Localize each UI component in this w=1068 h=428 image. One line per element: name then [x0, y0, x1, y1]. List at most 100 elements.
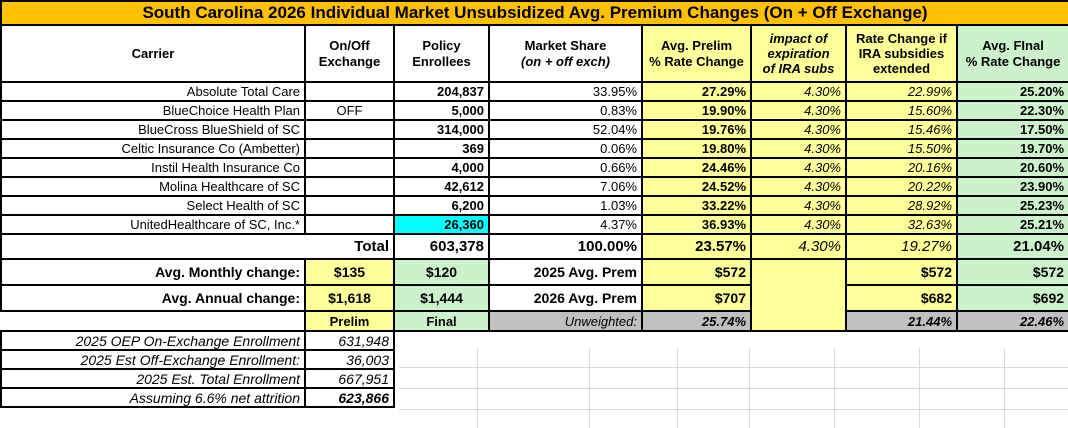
cell-extended[interactable]: 28.92%	[845, 195, 958, 216]
unweighted-prelim[interactable]: 25.74%	[641, 310, 752, 332]
cell-share[interactable]: 4.37%	[488, 214, 643, 235]
cell-enrollees[interactable]: 204,837	[393, 81, 490, 102]
cell-extended[interactable]: 15.60%	[845, 100, 958, 121]
cell-exchange[interactable]	[304, 81, 395, 102]
cell-exchange[interactable]	[304, 176, 395, 197]
cell-exchange[interactable]	[304, 119, 395, 140]
monthly-change-label[interactable]: Avg. Monthly change:	[0, 258, 306, 286]
cell-enrollees[interactable]: 42,612	[393, 176, 490, 197]
final-column-label[interactable]: Final	[393, 310, 490, 332]
cell-exchange[interactable]	[304, 157, 395, 178]
annual-change-label[interactable]: Avg. Annual change:	[0, 284, 306, 312]
cell-impact[interactable]: 4.30%	[750, 138, 847, 159]
cell-carrier-name[interactable]: Molina Healthcare of SC	[0, 176, 306, 197]
footnote-value[interactable]: 36,003	[304, 349, 395, 370]
annual-change-final[interactable]: $1,444	[393, 284, 490, 312]
cell-impact[interactable]: 4.30%	[750, 119, 847, 140]
cell-final[interactable]: 17.50%	[955, 119, 1068, 140]
total-label[interactable]: Total	[0, 233, 395, 260]
col-header-market-share[interactable]: Market Share (on + off exch)	[488, 24, 643, 83]
footnote-label[interactable]: 2025 Est Off-Exchange Enrollment:	[0, 349, 306, 370]
cell-enrollees[interactable]: 314,000	[393, 119, 490, 140]
prelim-column-label[interactable]: Prelim	[304, 310, 395, 332]
prem-2025-extended[interactable]: $572	[845, 258, 958, 286]
prem-2026-extended[interactable]: $682	[845, 284, 958, 312]
cell-prelim[interactable]: 24.52%	[641, 176, 752, 197]
unweighted-extended[interactable]: 21.44%	[845, 310, 958, 332]
col-header-prelim[interactable]: Avg. Prelim % Rate Change	[641, 24, 752, 83]
cell-share[interactable]: 0.83%	[488, 100, 643, 121]
cell-final[interactable]: 20.60%	[955, 157, 1068, 178]
prem-2026-prelim[interactable]: $707	[641, 284, 752, 312]
total-prelim[interactable]: 23.57%	[641, 233, 752, 260]
cell-final[interactable]: 25.23%	[955, 195, 1068, 216]
col-header-exchange[interactable]: On/Off Exchange	[304, 24, 395, 83]
cell-prelim[interactable]: 27.29%	[641, 81, 752, 102]
cell-share[interactable]: 0.66%	[488, 157, 643, 178]
monthly-change-final[interactable]: $120	[393, 258, 490, 286]
cell-final[interactable]: 23.90%	[955, 176, 1068, 197]
col-header-enrollees[interactable]: Policy Enrollees	[393, 24, 490, 83]
cell-extended[interactable]: 20.22%	[845, 176, 958, 197]
impact-merged-cell[interactable]	[750, 258, 847, 332]
cell-final[interactable]: 25.21%	[955, 214, 1068, 235]
cell-extended[interactable]: 20.16%	[845, 157, 958, 178]
cell-enrollees[interactable]: 5,000	[393, 100, 490, 121]
cell-share[interactable]: 7.06%	[488, 176, 643, 197]
cell-impact[interactable]: 4.30%	[750, 157, 847, 178]
total-final[interactable]: 21.04%	[955, 233, 1068, 260]
unweighted-label[interactable]: Unweighted:	[488, 310, 643, 332]
footnote-label[interactable]: 2025 Est. Total Enrollment	[0, 368, 306, 389]
cell-carrier-name[interactable]: Instil Health Insurance Co	[0, 157, 306, 178]
cell-carrier-name[interactable]: BlueChoice Health Plan	[0, 100, 306, 121]
cell-exchange[interactable]	[304, 138, 395, 159]
cell-extended[interactable]: 32.63%	[845, 214, 958, 235]
footnote-value-attrition[interactable]: 623,866	[304, 387, 395, 408]
cell-share[interactable]: 1.03%	[488, 195, 643, 216]
cell-final[interactable]: 25.20%	[955, 81, 1068, 102]
cell-carrier-name[interactable]: UnitedHealthcare of SC, Inc.*	[0, 214, 306, 235]
cell-carrier-name[interactable]: Absolute Total Care	[0, 81, 306, 102]
cell-enrollees[interactable]: 4,000	[393, 157, 490, 178]
cell-prelim[interactable]: 24.46%	[641, 157, 752, 178]
total-share[interactable]: 100.00%	[488, 233, 643, 260]
cell-enrollees[interactable]: 6,200	[393, 195, 490, 216]
cell-prelim[interactable]: 19.76%	[641, 119, 752, 140]
unweighted-final[interactable]: 22.46%	[955, 310, 1068, 332]
cell-impact[interactable]: 4.30%	[750, 176, 847, 197]
cell-impact[interactable]: 4.30%	[750, 81, 847, 102]
prem-2025-final[interactable]: $572	[955, 258, 1068, 286]
cell-carrier-name[interactable]: Celtic Insurance Co (Ambetter)	[0, 138, 306, 159]
cell-prelim[interactable]: 19.80%	[641, 138, 752, 159]
footnote-value[interactable]: 631,948	[304, 330, 395, 351]
cell-impact[interactable]: 4.30%	[750, 195, 847, 216]
prem-2025-prelim[interactable]: $572	[641, 258, 752, 286]
cell-final[interactable]: 22.30%	[955, 100, 1068, 121]
cell-extended[interactable]: 15.50%	[845, 138, 958, 159]
prem-2026-final[interactable]: $692	[955, 284, 1068, 312]
cell-impact[interactable]: 4.30%	[750, 214, 847, 235]
total-enrollees[interactable]: 603,378	[393, 233, 490, 260]
col-header-ira-impact[interactable]: impact of expiration of IRA subs	[750, 24, 847, 83]
cell-enrollees-highlighted[interactable]: 26,360	[393, 214, 490, 235]
prem-2026-label[interactable]: 2026 Avg. Prem	[488, 284, 643, 312]
cell-carrier-name[interactable]: BlueCross BlueShield of SC	[0, 119, 306, 140]
cell-prelim[interactable]: 33.22%	[641, 195, 752, 216]
cell-impact[interactable]: 4.30%	[750, 100, 847, 121]
cell-exchange[interactable]	[304, 195, 395, 216]
annual-change-prelim[interactable]: $1,618	[304, 284, 395, 312]
cell-share[interactable]: 52.04%	[488, 119, 643, 140]
cell-exchange[interactable]: OFF	[304, 100, 395, 121]
cell-extended[interactable]: 22.99%	[845, 81, 958, 102]
cell-share[interactable]: 33.95%	[488, 81, 643, 102]
total-extended[interactable]: 19.27%	[845, 233, 958, 260]
cell-exchange[interactable]	[304, 214, 395, 235]
cell-carrier-name[interactable]: Select Health of SC	[0, 195, 306, 216]
monthly-change-prelim[interactable]: $135	[304, 258, 395, 286]
cell-extended[interactable]: 15.46%	[845, 119, 958, 140]
prem-2025-label[interactable]: 2025 Avg. Prem	[488, 258, 643, 286]
col-header-carrier[interactable]: Carrier	[0, 24, 306, 83]
cell-prelim[interactable]: 36.93%	[641, 214, 752, 235]
footnote-label[interactable]: 2025 OEP On-Exchange Enrollment	[0, 330, 306, 351]
cell-final[interactable]: 19.70%	[955, 138, 1068, 159]
